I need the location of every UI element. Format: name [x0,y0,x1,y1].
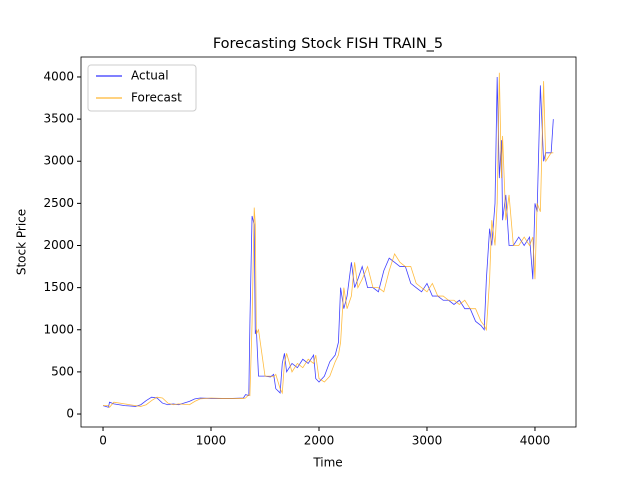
y-tick-label: 2500 [43,196,74,210]
y-tick-label: 1000 [43,322,74,336]
chart-title: Forecasting Stock FISH TRAIN_5 [213,36,443,52]
legend-label: Actual [131,69,169,83]
x-axis-label: Time [312,456,342,470]
y-axis-label: Stock Price [15,209,29,275]
y-tick-label: 3500 [43,112,74,126]
y-tick-label: 500 [51,364,74,378]
x-tick-label: 1000 [196,434,227,448]
y-tick-label: 2000 [43,238,74,252]
legend-box [87,64,197,112]
y-tick-label: 3000 [43,154,74,168]
x-tick-label: 4000 [520,434,551,448]
y-tick-label: 1500 [43,280,74,294]
y-tick-label: 0 [66,407,74,421]
plot-frame [80,56,577,428]
x-tick-label: 3000 [412,434,443,448]
x-tick-label: 2000 [304,434,335,448]
y-tick-label: 4000 [43,69,74,83]
x-tick-label: 0 [99,434,107,448]
legend-label: Forecast [131,91,182,105]
series-line [103,72,554,408]
